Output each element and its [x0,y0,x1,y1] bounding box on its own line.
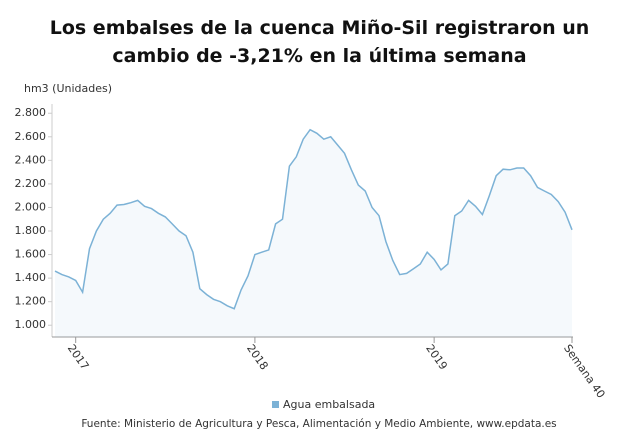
line [54,128,573,310]
x-tick-label: 2018 [244,342,271,372]
y-tick-label: 2.200 [15,177,47,190]
y-tick-label: 1.200 [15,295,47,308]
y-tick-label: 1.000 [15,318,47,331]
y-tick-label: 2.400 [15,153,47,166]
y-tick-label: 1.600 [15,248,47,261]
y-tick-label: 2.600 [15,130,47,143]
source: Fuente: Ministerio de Agricultura y Pesc… [81,418,556,430]
x-tick-label: 2019 [423,342,450,372]
y-tick-label: 1.800 [15,224,47,237]
area [55,129,572,337]
legend-label: Agua embalsada [283,398,375,411]
x-tick-label: Semana 40 [561,342,607,401]
y-tick-label: 2.000 [15,200,47,213]
chart-title: Los embalses de la cuenca Miño-Sil regis… [49,17,590,67]
legend-swatch [272,401,279,408]
y-tick-label: 1.400 [15,271,47,284]
y-tick-label: 2.800 [15,106,47,119]
x-tick-label: 2017 [65,342,92,372]
y-axis-label: hm3 (Unidades) [24,82,112,95]
